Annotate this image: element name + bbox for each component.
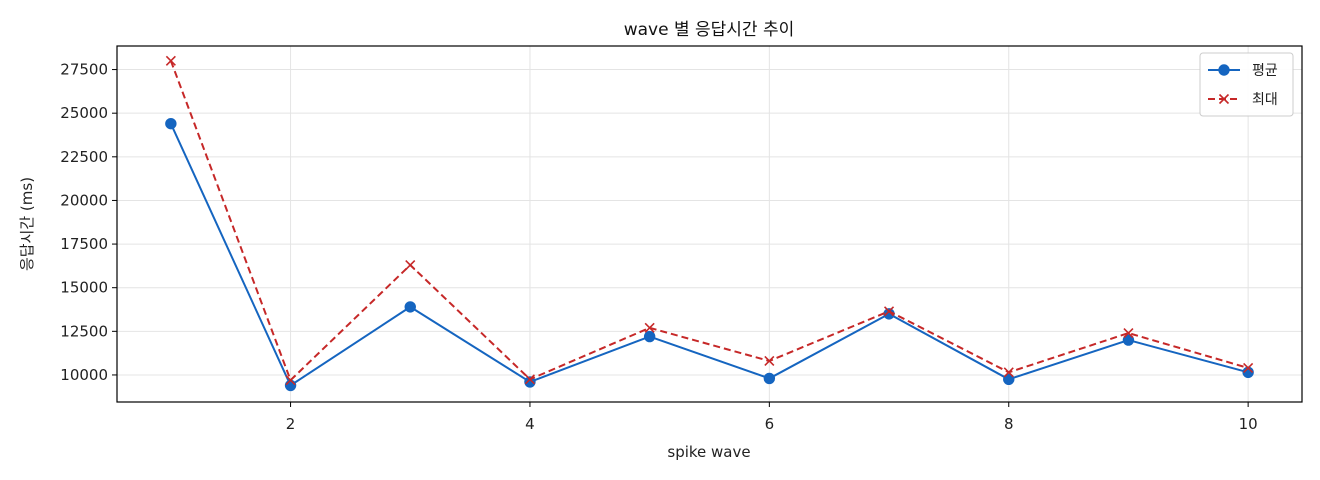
data-point [285, 375, 296, 386]
data-point [1003, 373, 1015, 386]
chart-title: wave 별 응답시간 추이 [624, 20, 795, 40]
data-point [1243, 362, 1254, 374]
legend-marker [1218, 93, 1230, 105]
legend-entry: 평균 [1208, 63, 1278, 79]
data-point [404, 301, 416, 313]
data-point [284, 379, 297, 392]
data-point [165, 55, 176, 66]
series-1 [165, 117, 1254, 392]
x-tick-label: 10 [1239, 415, 1258, 433]
legend-label: 평균 [1252, 63, 1278, 79]
series-line [169, 123, 1249, 387]
data-point [165, 117, 177, 130]
data-point [1123, 328, 1134, 339]
plot-frame [116, 45, 1303, 403]
series-layer [165, 55, 1254, 392]
data-point [524, 376, 536, 388]
legend-box [1199, 52, 1294, 117]
series-2 [165, 55, 1254, 386]
data-point [644, 322, 655, 333]
x-tick-label: 2 [286, 415, 296, 433]
x-tick-label: 4 [525, 415, 535, 433]
data-point [1122, 334, 1135, 346]
legend-marker [1218, 64, 1230, 76]
series-line [169, 60, 1249, 382]
data-point [883, 306, 895, 317]
y-tick-label: 27500 [60, 61, 108, 79]
y-tick-label: 10000 [60, 366, 108, 384]
legend-label: 최대 [1252, 92, 1278, 108]
y-axis-label: 응답시간 (ms) [18, 177, 36, 271]
y-tick-label: 25000 [60, 104, 108, 122]
y-tick-label: 22500 [60, 148, 108, 166]
ticks: 2 4 6 8 10 10000 12500 15000 17500 20000 22500 2500… [60, 61, 1257, 433]
data-point [763, 372, 776, 385]
y-tick-label: 17500 [60, 235, 108, 253]
legend-entry: 최대 [1208, 92, 1278, 108]
y-tick-label: 20000 [60, 191, 108, 209]
data-point [524, 374, 536, 385]
data-point [405, 259, 416, 271]
x-axis-label: spike wave [667, 443, 750, 461]
data-point [1003, 367, 1014, 378]
x-tick-label: 6 [765, 415, 775, 433]
data-point [764, 355, 775, 367]
y-tick-label: 12500 [60, 322, 108, 340]
grid [117, 46, 1302, 402]
x-tick-label: 8 [1004, 415, 1014, 433]
y-tick-label: 15000 [60, 279, 108, 297]
data-point [643, 330, 656, 343]
